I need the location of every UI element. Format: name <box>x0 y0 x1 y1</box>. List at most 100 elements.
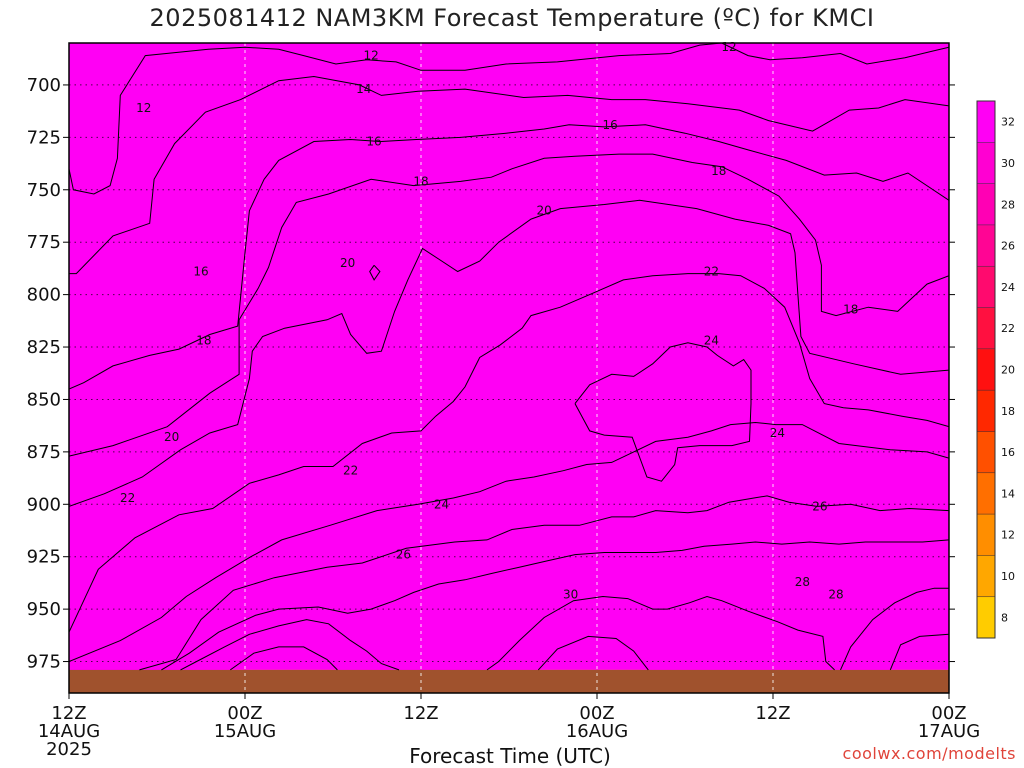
contour-label-19: 24 <box>434 497 449 511</box>
contour-label-2: 12 <box>136 101 151 115</box>
colorbar-swatch-30 <box>977 142 995 185</box>
x-tick-label: 14AUG <box>38 721 100 742</box>
colorbar-label: 32 <box>1001 116 1015 129</box>
contour-label-text: 20 <box>340 256 355 270</box>
contour-20-5 <box>69 199 949 507</box>
contour-label-7: 18 <box>413 174 428 188</box>
contour-32-16 <box>889 633 949 671</box>
contour-label-3: 14 <box>356 82 371 96</box>
contour-label-text: 30 <box>563 587 578 601</box>
colorbar-swatch-16 <box>977 431 995 474</box>
y-tick-label: 825 <box>27 337 61 358</box>
credit-link[interactable]: coolwx.com/modelts <box>842 744 1016 763</box>
colorbar-swatch-22 <box>977 307 995 350</box>
colorbar-label: 22 <box>1001 322 1015 335</box>
contour-label-13: 20 <box>164 430 179 444</box>
colorbar-swatch-14 <box>977 472 995 515</box>
contour-label-text: 22 <box>120 491 135 505</box>
contour-30-12 <box>486 595 835 671</box>
contour-label-text: 14 <box>356 82 371 96</box>
contour-label-text: 20 <box>164 430 179 444</box>
contour-label-22: 28 <box>795 575 810 589</box>
y-tick-label: 850 <box>27 389 61 410</box>
x-tick-label: 12Z <box>51 703 86 724</box>
colorbar-label: 10 <box>1001 570 1015 583</box>
colorbar-swatch-18 <box>977 390 995 432</box>
y-tick-label: 925 <box>27 547 61 568</box>
x-tick-label: 00Z <box>931 703 966 724</box>
contour-label-12: 20 <box>340 256 355 270</box>
contour-label-0: 12 <box>363 49 378 63</box>
contour-20-17 <box>369 264 381 281</box>
colorbar-label: 26 <box>1001 240 1015 253</box>
x-tick-label: 16AUG <box>566 721 628 742</box>
contour-24-7 <box>69 421 949 662</box>
contour-label-text: 22 <box>704 265 719 279</box>
colorbar-label: 28 <box>1001 198 1015 211</box>
ground-surface <box>69 669 949 693</box>
contour-label-15: 22 <box>343 464 358 478</box>
contour-label-text: 22 <box>343 464 358 478</box>
colorbar-label: 8 <box>1001 611 1008 624</box>
contour-label-23: 28 <box>828 587 843 601</box>
contour-label-text: 12 <box>363 49 378 63</box>
contour-label-text: 16 <box>193 265 208 279</box>
colorbar-swatch-10 <box>977 555 995 598</box>
contour-28-10 <box>161 539 949 671</box>
contour-label-text: 18 <box>196 334 211 348</box>
y-tick-label: 900 <box>27 494 61 515</box>
contour-label-4: 16 <box>366 135 381 149</box>
colorbar-label: 24 <box>1001 281 1015 294</box>
x-tick-label: 12Z <box>403 703 438 724</box>
y-tick-label: 725 <box>27 127 61 148</box>
x-tick-label: 2025 <box>46 739 92 760</box>
x-tick-label: 00Z <box>227 703 262 724</box>
colorbar-swatch-26 <box>977 224 995 267</box>
contour-label-14: 22 <box>704 265 719 279</box>
contour-30-11 <box>180 619 400 671</box>
y-tick-label: 700 <box>27 75 61 96</box>
colorbar-label: 30 <box>1001 157 1015 170</box>
x-tick-label: 12Z <box>755 703 790 724</box>
colorbar-label: 14 <box>1001 487 1015 500</box>
contour-26-9 <box>139 495 949 671</box>
colorbar-label: 16 <box>1001 446 1015 459</box>
chart-title: 2025081412 NAM3KM Forecast Temperature (… <box>149 4 875 32</box>
contour-label-17: 24 <box>704 334 719 348</box>
y-tick-label: 750 <box>27 180 61 201</box>
contour-32-15 <box>537 635 649 671</box>
contour-label-5: 16 <box>603 118 618 132</box>
contour-label-9: 18 <box>196 334 211 348</box>
band-32 <box>69 43 949 670</box>
colorbar-swatch-32 <box>977 101 995 143</box>
contour-12-0 <box>69 43 722 195</box>
contour-label-text: 18 <box>413 174 428 188</box>
contour-12-1 <box>721 43 949 65</box>
contour-label-11: 20 <box>537 204 552 218</box>
contour-18-4 <box>69 153 949 457</box>
colorbar-swatch-12 <box>977 514 995 556</box>
x-tick-label: 15AUG <box>214 721 276 742</box>
contour-label-21: 26 <box>396 548 411 562</box>
contour-label-text: 24 <box>704 334 719 348</box>
contour-label-24: 30 <box>563 587 578 601</box>
colorbar-swatch-28 <box>977 183 995 226</box>
contour-14-2 <box>69 75 949 275</box>
colorbar-swatch-20 <box>977 348 995 391</box>
contour-label-10: 18 <box>843 302 858 316</box>
plot-frame <box>68 42 950 694</box>
contour-label-16: 22 <box>120 491 135 505</box>
contour-label-text: 28 <box>795 575 810 589</box>
contour-24-8 <box>574 342 752 482</box>
contour-label-text: 24 <box>434 497 449 511</box>
colorbar-swatch-8 <box>977 596 995 639</box>
contour-label-text: 24 <box>770 426 785 440</box>
colorbar-label: 12 <box>1001 529 1015 542</box>
contour-label-text: 16 <box>603 118 618 132</box>
y-tick-label: 775 <box>27 232 61 253</box>
contour-30-13 <box>840 587 949 671</box>
contour-label-text: 26 <box>396 548 411 562</box>
colorbar-swatch-24 <box>977 266 995 309</box>
